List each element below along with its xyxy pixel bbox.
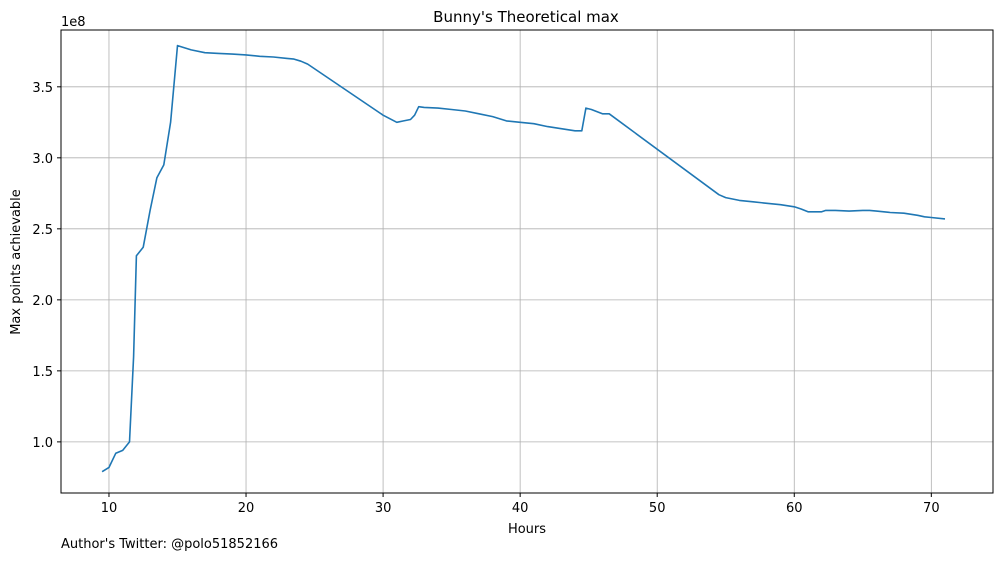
ticks: 10 20 30 40 50 60 70 1.0 1.5 2.0 2.5 3.0 3.5 [32, 81, 939, 516]
y-tick-label: 3.0 [32, 152, 53, 167]
x-tick-label: 70 [923, 501, 940, 516]
x-tick-label: 40 [512, 501, 529, 516]
x-tick-label: 20 [238, 501, 255, 516]
y-tick-label: 1.0 [32, 436, 53, 451]
author-twitter-footer: Author's Twitter: @polo51852166 [61, 537, 279, 552]
y-axis-label: Max points achievable [9, 189, 24, 335]
y-tick-label: 2.0 [32, 294, 53, 309]
y-offset-label: 1e8 [61, 15, 86, 30]
series-group [101, 44, 946, 473]
plot-frame [60, 29, 994, 494]
x-axis-label: Hours [508, 522, 546, 537]
y-tick-label: 3.5 [32, 81, 53, 96]
series-line [101, 44, 946, 473]
x-tick-label: 30 [375, 501, 392, 516]
y-tick-label: 2.5 [32, 223, 53, 238]
x-tick-label: 50 [649, 501, 666, 516]
chart-title: Bunny's Theoretical max [433, 8, 619, 26]
x-tick-label: 60 [786, 501, 803, 516]
grid [61, 30, 993, 493]
y-tick-label: 1.5 [32, 365, 53, 380]
x-tick-label: 10 [101, 501, 118, 516]
